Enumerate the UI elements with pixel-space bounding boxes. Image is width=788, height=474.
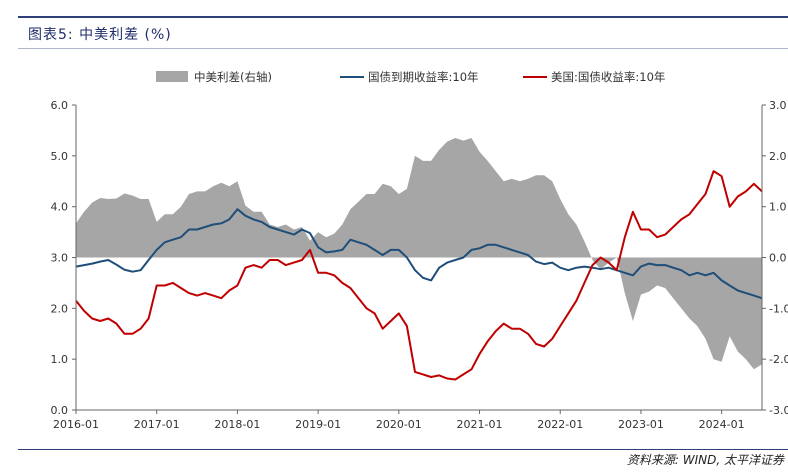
y-right-tick-label: -3.0 <box>769 404 788 417</box>
legend-spread-swatch <box>156 71 188 82</box>
x-tick-label: 2022-01 <box>537 418 583 431</box>
y-right-tick-label: 0.0 <box>769 252 787 265</box>
x-tick-label: 2016-01 <box>53 418 99 431</box>
x-tick-label: 2024-01 <box>699 418 745 431</box>
legend-china-label: 国债到期收益率:10年 <box>368 70 479 84</box>
y-left-tick-label: 2.0 <box>51 302 69 315</box>
top-rule <box>18 16 788 18</box>
x-tick-label: 2020-01 <box>376 418 422 431</box>
y-right-tick-label: -2.0 <box>769 353 788 366</box>
y-left-tick-label: 5.0 <box>51 150 69 163</box>
x-tick-label: 2021-01 <box>457 418 503 431</box>
y-right-tick-label: 2.0 <box>769 150 787 163</box>
y-left-tick-label: 6.0 <box>51 99 69 112</box>
y-right-tick-label: 1.0 <box>769 201 787 214</box>
y-right-tick-label: -1.0 <box>769 302 788 315</box>
x-tick-label: 2017-01 <box>134 418 180 431</box>
title-rule <box>18 48 788 49</box>
y-left-tick-label: 4.0 <box>51 201 69 214</box>
bottom-rule <box>18 449 788 450</box>
x-tick-label: 2023-01 <box>618 418 664 431</box>
spread-area <box>76 138 762 370</box>
us-10y-yield-line <box>75 170 763 381</box>
source-note: 资料来源: WIND, 太平洋证券 <box>626 453 784 467</box>
legend-us-label: 美国:国债收益率:10年 <box>551 70 665 84</box>
x-tick-label: 2018-01 <box>214 418 260 431</box>
y-right-tick-label: 3.0 <box>769 99 787 112</box>
x-tick-label: 2019-01 <box>295 418 341 431</box>
china-10y-yield-line <box>75 208 763 300</box>
legend-spread-label: 中美利差(右轴) <box>194 70 272 84</box>
figure-title: 图表5: 中美利差 (%) <box>28 27 172 43</box>
y-left-tick-label: 3.0 <box>51 252 69 265</box>
y-left-tick-label: 0.0 <box>51 404 69 417</box>
y-left-tick-label: 1.0 <box>51 353 69 366</box>
